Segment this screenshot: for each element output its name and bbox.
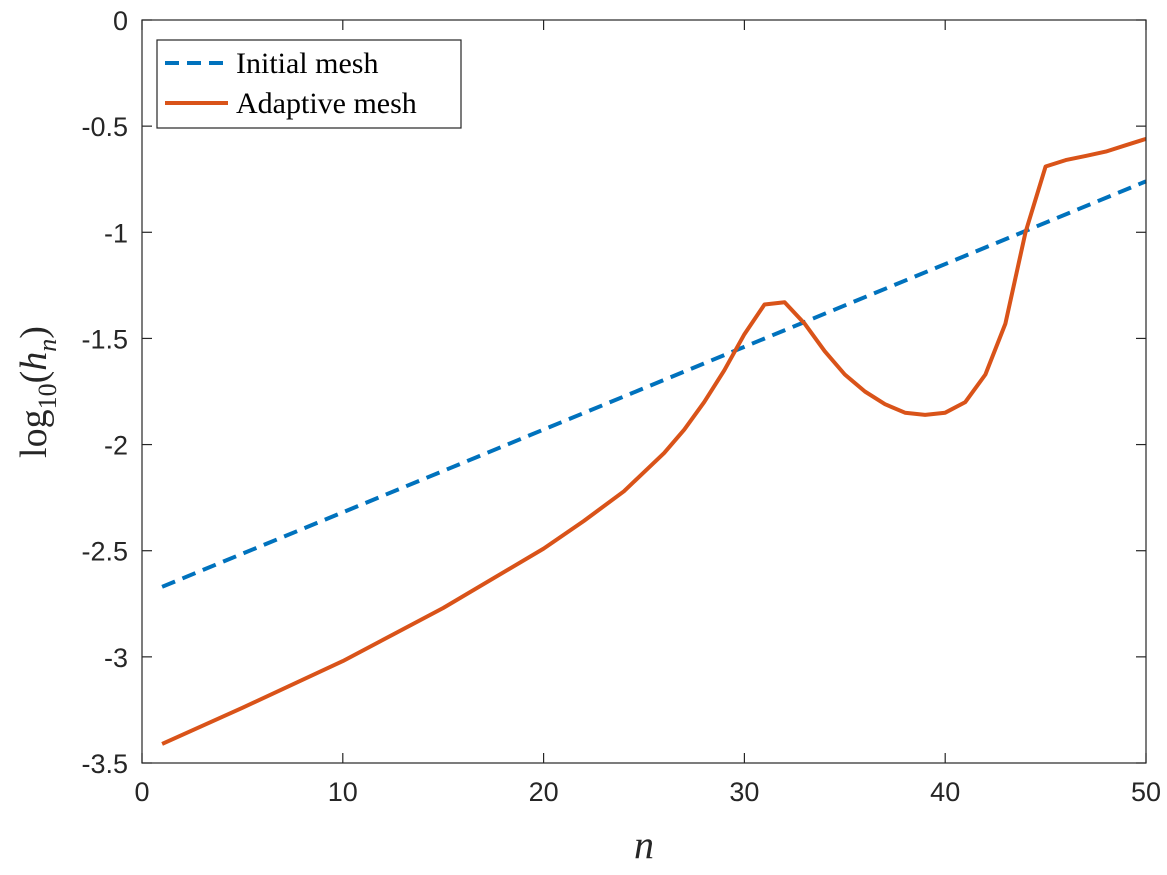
x-tick-label: 40 <box>930 777 960 807</box>
y-tick-label: -3 <box>104 643 128 673</box>
y-axis-title: log10(hn) <box>13 326 62 458</box>
x-tick-label: 50 <box>1131 777 1161 807</box>
legend-box <box>156 39 462 129</box>
y-tick-label: -1.5 <box>81 324 128 354</box>
y-axis-title-fn: log <box>13 409 55 458</box>
plot-frame <box>141 19 1147 764</box>
y-axis-title-arg: h <box>13 352 55 371</box>
x-tick-label: 10 <box>328 777 358 807</box>
ticks-layer: 0 10 20 30 40 50 0 -0.5 -1 -1.5 -2 -2.5 -3 -3.5 <box>81 6 1161 807</box>
y-tick-label: -3.5 <box>81 749 128 779</box>
series-line-initial-mesh <box>161 179 1147 589</box>
y-axis-title-close: ) <box>13 326 55 339</box>
y-tick-label: -1 <box>104 218 128 248</box>
y-tick-label: 0 <box>113 6 128 36</box>
series-layer <box>161 136 1147 746</box>
x-tick-label: 20 <box>529 777 559 807</box>
legend-label-initial-mesh: Initial mesh <box>236 47 378 80</box>
legend-label-adaptive-mesh: Adaptive mesh <box>236 87 417 120</box>
y-axis-title-sub: 10 <box>33 383 62 409</box>
y-axis-title-arg-sub: n <box>33 339 62 352</box>
plot-background <box>142 20 1146 763</box>
y-tick-label: -2.5 <box>81 537 128 567</box>
x-tick-label: 0 <box>134 777 149 807</box>
series-line-adaptive-mesh <box>161 136 1147 746</box>
y-tick-label: -2 <box>104 431 128 461</box>
y-tick-label: -0.5 <box>81 112 128 142</box>
x-axis-title: n <box>634 822 654 867</box>
y-axis-title-open: ( <box>13 371 55 384</box>
legend: Initial mesh Adaptive mesh <box>156 39 462 129</box>
x-tick-label: 30 <box>729 777 759 807</box>
